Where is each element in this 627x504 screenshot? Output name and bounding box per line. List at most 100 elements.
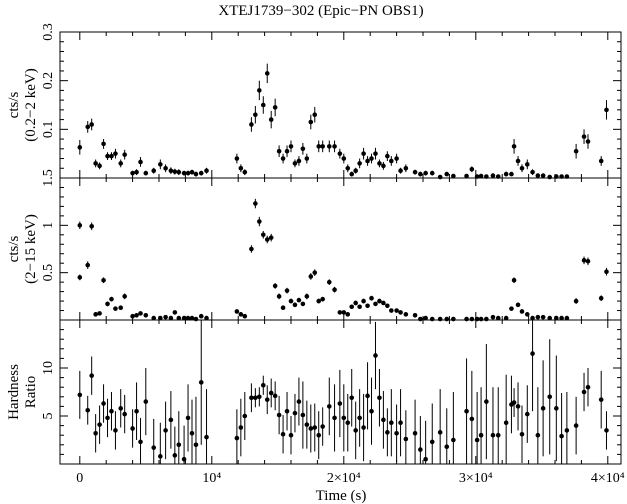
panel-1-ytick-label: 0.2 <box>41 72 56 90</box>
panel-1-data-point <box>185 170 191 176</box>
panel-2-data-point <box>101 277 106 283</box>
panel-2-data-point <box>316 298 322 304</box>
panel-2-data-point <box>357 304 362 310</box>
panel-3-data-point <box>554 406 559 411</box>
panel-2-data-point <box>451 316 456 322</box>
panel-3-data-point <box>304 422 310 427</box>
panel-1-data-point <box>511 144 517 149</box>
panel-1-data-point <box>451 173 456 179</box>
panel-3-data-point <box>143 399 149 404</box>
panel-1-data-point <box>138 159 143 165</box>
panel-2-data-point <box>377 298 382 304</box>
chart-title: XTEJ1739−302 (Epic−PN OBS1) <box>218 3 423 19</box>
panel-2-data-point <box>249 246 254 252</box>
panel-1-data-point <box>385 153 390 159</box>
panel-2-data-point <box>389 308 394 313</box>
panel-1-data-point <box>176 169 182 175</box>
panel-2-data-point <box>564 315 570 321</box>
panel-3-data-point <box>423 456 428 462</box>
panel-1-data-point <box>530 169 535 175</box>
panel-2-data-point <box>93 312 98 317</box>
panel-1-data-point <box>308 119 314 125</box>
panel-2-data-point <box>172 310 178 315</box>
panel-1-data-point <box>158 162 163 167</box>
panel-3-data-point <box>168 417 174 423</box>
panel-3-data-point <box>280 431 286 437</box>
panel-3-data-point <box>242 413 248 419</box>
panel-1-data-point <box>437 174 443 180</box>
panel-3-data-point <box>341 415 347 421</box>
panel-1-data-point <box>292 161 298 166</box>
panel-3-data-point <box>312 425 318 430</box>
panel-1-data-point <box>353 168 358 173</box>
panel-3-data-point <box>373 353 378 358</box>
panel-3-data-point <box>412 430 418 436</box>
panel-2-data-point <box>109 296 114 302</box>
panel-3-data-point <box>238 425 244 430</box>
panel-1-data-point <box>398 168 403 173</box>
panel-3-data-point <box>151 445 157 450</box>
panel-3-data-point <box>403 436 409 442</box>
panel-2-data-point <box>89 223 94 229</box>
panel-2-data-point <box>253 201 258 206</box>
panel-1-data-point <box>163 165 168 171</box>
panel-2-data-point <box>138 311 143 316</box>
panel-3-data-point <box>185 415 191 421</box>
panel-2-data-point <box>519 309 525 314</box>
panel-1-data-point <box>444 171 450 177</box>
panel-3-data-point <box>292 410 298 416</box>
panel-1-frame <box>59 31 622 179</box>
panel-3-data-point <box>464 408 469 414</box>
panel-2-data-point <box>268 235 274 240</box>
panel-3-ylabel-line-2: Ratio <box>23 376 39 409</box>
panel-2-data-point <box>398 310 403 315</box>
panel-2-data-point <box>581 258 587 263</box>
panel-3-data-point <box>418 447 423 452</box>
panel-1-data-point <box>193 171 199 177</box>
panel-2-data-point <box>143 312 149 318</box>
panel-3-data-point <box>444 444 450 450</box>
panel-2-data-point <box>469 316 475 322</box>
panel-2-data-point <box>163 314 168 320</box>
panel-2-ytick-label: 1 <box>41 222 56 229</box>
panel-1-data-point <box>332 144 337 149</box>
panel-1-data-point <box>326 144 332 149</box>
panel-2-data-point <box>341 310 347 315</box>
panel-2-ylabel-line-2: (2−15 keV) <box>23 214 39 284</box>
panel-2-data-point <box>168 315 174 321</box>
panel-1-data-point <box>198 170 204 176</box>
panel-2-data-point <box>403 312 409 317</box>
panel-2-data-point <box>296 297 302 303</box>
panel-1-data-point <box>272 105 278 110</box>
panel-1-data-point <box>403 165 409 171</box>
panel-3-data-point <box>361 425 366 430</box>
panel-1-data-point <box>320 144 325 149</box>
panel-2-data-point <box>284 288 290 293</box>
panel-1-data-point <box>604 107 609 113</box>
panel-1-data-point <box>369 156 374 161</box>
panel-1-data-point <box>77 145 83 150</box>
panel-1-ytick-label: 0.3 <box>41 23 56 41</box>
panel-3-data-point <box>394 430 399 436</box>
panel-1-data-point <box>122 152 127 157</box>
panel-3-data-point <box>268 390 274 396</box>
panel-1-data-point <box>113 151 118 156</box>
panel-2-data-point <box>185 315 191 321</box>
panel-2-data-point <box>280 305 286 310</box>
panel-2-data-point <box>304 294 310 299</box>
panel-2-data-point <box>198 313 204 319</box>
panel-3-data-point <box>316 432 322 438</box>
x-tick-label: 2×10⁴ <box>327 471 361 486</box>
panel-2-data-point <box>484 316 489 322</box>
panel-2-data-point <box>113 306 118 311</box>
panel-3-data-point <box>503 420 509 426</box>
panel-1-data-point <box>143 170 149 176</box>
panel-3-data-point <box>260 382 266 388</box>
panel-1-data-point <box>276 148 282 154</box>
panel-1-data-point <box>503 171 509 177</box>
panel-3-data-point <box>172 453 178 458</box>
panel-3-data-point <box>326 404 332 409</box>
panel-3-ytick-label: 5 <box>41 413 56 420</box>
panel-3-data-point <box>581 389 587 395</box>
panel-1-data-point <box>130 170 135 176</box>
